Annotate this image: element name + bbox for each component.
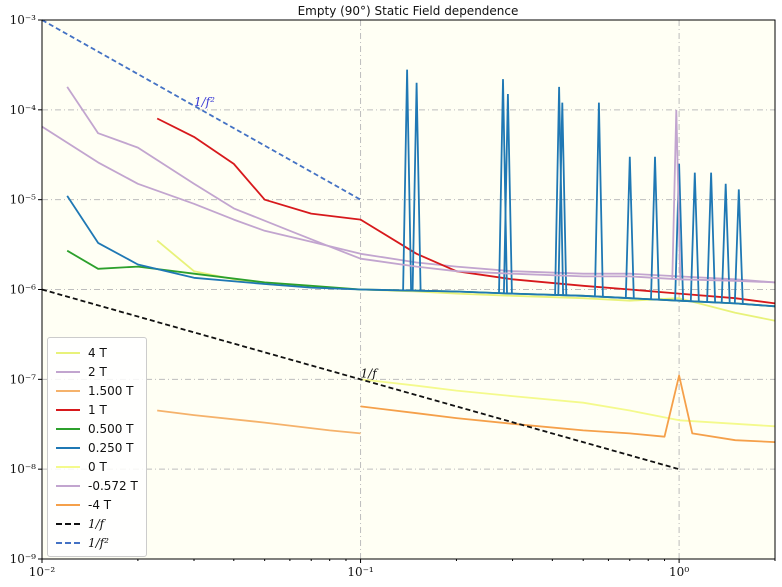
series-peak-5-7 <box>624 156 635 299</box>
legend-item-6: 0 T <box>56 458 107 476</box>
series-line-8 <box>360 374 776 443</box>
axes: 10⁻² 10⁻¹ 10⁰ 10⁻³ 10⁻⁴ 10⁻⁵ 10⁻⁶ 10⁻⁷ 10⁻⁸ 10⁻⁹ <box>10 13 776 579</box>
series-peak-5-3 <box>503 93 513 294</box>
y-tick-label-3: 10⁻⁶ <box>10 283 37 297</box>
legend: 4 T 2 T 1.500 T 1 T 0.500 T 0.250 T 0 T -0.572 … <box>47 337 147 557</box>
series-peak-7-0 <box>671 109 682 280</box>
x-tick-label-2: 10⁰ <box>669 565 689 579</box>
legend-label: 0.500 T <box>88 422 134 436</box>
legend-swatch <box>56 428 80 430</box>
series-peak-5-8 <box>650 156 660 300</box>
series-line-10 <box>41 19 362 201</box>
annotations: 1/f² 1/f <box>194 95 379 380</box>
series-peak-5-9 <box>674 163 684 301</box>
series-line-9 <box>41 288 680 471</box>
legend-item-2: 1.500 T <box>56 382 134 400</box>
y-tick-label-1: 10⁻⁴ <box>10 103 37 117</box>
annotation-0: 1/f² <box>194 95 215 109</box>
legend-label: 0.250 T <box>88 441 134 455</box>
legend-item-3: 1 T <box>56 401 107 419</box>
x-tick-label-0: 10⁻² <box>29 565 56 579</box>
legend-item-4: 0.500 T <box>56 420 134 438</box>
series-peak-5-6 <box>594 102 604 297</box>
x-tick-label-1: 10⁻¹ <box>347 565 373 579</box>
series-line-1 <box>41 125 776 284</box>
series-line-5 <box>66 195 776 308</box>
legend-swatch <box>56 485 80 487</box>
series-peak-5-1 <box>411 82 422 291</box>
legend-item-9: 1/f <box>56 515 104 533</box>
legend-item-7: -0.572 T <box>56 477 138 495</box>
annotation-1: 1/f <box>361 366 380 380</box>
series-peak-5-11 <box>706 172 716 303</box>
series-peak-5-12 <box>720 183 731 304</box>
legend-label: 4 T <box>88 346 107 360</box>
legend-label: -0.572 T <box>88 479 138 493</box>
legend-swatch <box>56 466 80 468</box>
y-tick-label-4: 10⁻⁷ <box>10 372 37 386</box>
series-peak-5-13 <box>733 189 744 304</box>
legend-item-0: 4 T <box>56 344 107 362</box>
legend-item-8: -4 T <box>56 496 111 514</box>
series-peak-5-0 <box>402 69 412 291</box>
legend-swatch <box>56 352 80 354</box>
legend-swatch <box>56 390 80 392</box>
series-peak-5-4 <box>554 86 564 296</box>
legend-label: 0 T <box>88 460 107 474</box>
legend-swatch <box>56 523 80 525</box>
series-line-2 <box>157 409 361 435</box>
legend-label: 2 T <box>88 365 107 379</box>
legend-swatch <box>56 409 80 411</box>
series-peak-5-5 <box>557 102 568 296</box>
chart-title: Empty (90°) Static Field dependence <box>298 4 519 18</box>
legend-item-5: 0.250 T <box>56 439 134 457</box>
series-lines <box>41 19 776 471</box>
legend-label: 1.500 T <box>88 384 134 398</box>
series-line-6 <box>360 378 776 428</box>
legend-item-10: 1/f² <box>56 534 109 552</box>
y-tick-label-5: 10⁻⁸ <box>10 462 37 476</box>
y-tick-label-0: 10⁻³ <box>10 13 37 27</box>
legend-label: 1/f² <box>88 536 109 550</box>
legend-swatch <box>56 504 80 506</box>
legend-label: -4 T <box>88 498 112 512</box>
series-line-3 <box>156 117 776 305</box>
legend-label: 1/f <box>88 517 105 531</box>
legend-swatch <box>56 542 80 544</box>
legend-swatch <box>56 371 80 373</box>
series-line-7 <box>66 86 776 284</box>
y-tick-label-2: 10⁻⁵ <box>10 193 37 207</box>
series-peak-5-10 <box>689 172 700 302</box>
legend-label: 1 T <box>88 403 107 417</box>
legend-item-1: 2 T <box>56 363 107 381</box>
y-tick-label-6: 10⁻⁹ <box>10 552 37 566</box>
legend-swatch <box>56 447 80 449</box>
